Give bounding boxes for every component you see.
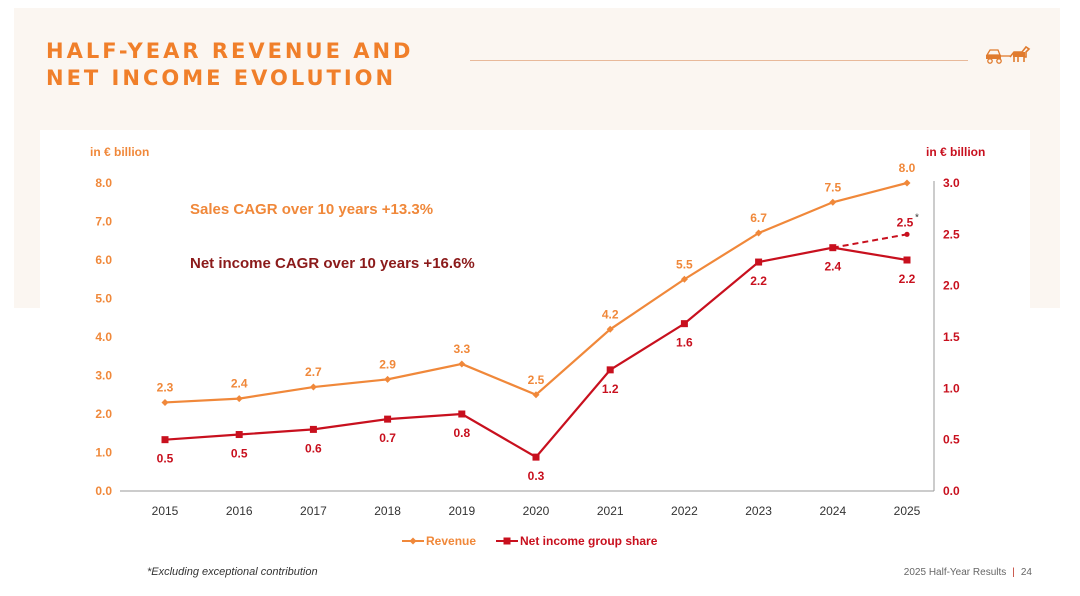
slide-title: HALF-YEAR REVENUE AND NET INCOME EVOLUTI… xyxy=(46,38,413,92)
right-axis-unit-label: in € billion xyxy=(926,145,985,159)
x-axis-tick-label: 2024 xyxy=(819,504,846,518)
revenue-data-label: 8.0 xyxy=(899,161,916,175)
net-income-data-label: 0.3 xyxy=(528,469,545,483)
revenue-data-label: 7.5 xyxy=(824,180,841,194)
x-axis-tick-label: 2017 xyxy=(300,504,327,518)
revenue-point xyxy=(532,391,540,399)
right-axis-tick-label: 1.0 xyxy=(943,381,960,395)
revenue-point xyxy=(606,325,614,333)
net-income-point xyxy=(829,244,837,252)
revenue-point xyxy=(903,179,911,187)
x-axis-tick-label: 2021 xyxy=(597,504,624,518)
x-axis-tick-label: 2015 xyxy=(152,504,179,518)
revenue-point xyxy=(829,198,837,206)
horse-carriage-logo-icon xyxy=(985,45,1031,64)
x-axis-tick-label: 2018 xyxy=(374,504,401,518)
x-axis-tick-label: 2016 xyxy=(226,504,253,518)
net-income-data-label: 1.6 xyxy=(676,336,693,350)
revenue-point xyxy=(235,395,243,403)
revenue-data-label: 5.5 xyxy=(676,257,693,271)
slide-footer: 2025 Half-Year Results | 24 xyxy=(904,567,1032,578)
net-income-data-label: 1.2 xyxy=(602,382,619,396)
net-income-data-label: 2.2 xyxy=(899,272,916,286)
right-axis-tick-label: 3.0 xyxy=(943,176,960,190)
revenue-data-label: 3.3 xyxy=(453,342,470,356)
left-axis-tick-label: 8.0 xyxy=(95,176,112,190)
revenue-point xyxy=(755,229,763,237)
revenue-data-label: 6.7 xyxy=(750,211,767,225)
net-income-data-label: 0.6 xyxy=(305,441,322,455)
slide-title-line-1: HALF-YEAR REVENUE AND xyxy=(46,39,414,63)
legend: Revenue Net income group share xyxy=(402,534,658,548)
footer-separator: | xyxy=(1012,567,1015,578)
revenue-data-label: 2.3 xyxy=(157,380,174,394)
revenue-point xyxy=(680,275,688,283)
footnote: *Excluding exceptional contribution xyxy=(147,566,318,578)
net-income-data-label: 0.7 xyxy=(379,431,396,445)
revenue-point xyxy=(384,375,392,383)
left-axis-tick-label: 6.0 xyxy=(95,253,112,267)
page-number: 24 xyxy=(1020,567,1032,578)
left-axis-tick-label: 1.0 xyxy=(95,446,112,460)
sales-cagr-annotation: Sales CAGR over 10 years +13.3% xyxy=(190,201,433,218)
net-income-excl-exceptional-asterisk: * xyxy=(915,212,919,223)
x-axis-tick-label: 2020 xyxy=(523,504,550,518)
net-income-point xyxy=(161,436,169,444)
revenue-data-label: 2.5 xyxy=(528,373,545,387)
net-income-point xyxy=(458,410,466,418)
legend-net-income-label: Net income group share xyxy=(520,534,658,548)
left-axis-tick-label: 4.0 xyxy=(95,330,112,344)
net-income-data-label: 0.5 xyxy=(231,447,248,461)
right-axis-tick-label: 0.0 xyxy=(943,484,960,498)
net-income-line xyxy=(164,246,908,459)
legend-net-income-marker xyxy=(503,537,511,545)
left-axis-tick-label: 0.0 xyxy=(95,484,112,498)
net-income-data-label: 0.8 xyxy=(453,426,470,440)
x-axis-tick-label: 2022 xyxy=(671,504,698,518)
net-income-point xyxy=(680,320,688,328)
right-axis-tick-label: 0.5 xyxy=(943,433,960,447)
net-income-point xyxy=(384,415,392,423)
revenue-point xyxy=(161,398,169,406)
x-axis-tick-label: 2025 xyxy=(894,504,921,518)
left-axis-tick-label: 3.0 xyxy=(95,369,112,383)
right-axis-tick-label: 2.0 xyxy=(943,279,960,293)
title-divider xyxy=(470,60,968,61)
net-income-point xyxy=(606,366,614,374)
left-axis-tick-label: 5.0 xyxy=(95,292,112,306)
revenue-data-label: 2.4 xyxy=(231,377,248,391)
revenue-point xyxy=(309,383,317,391)
net-income-point xyxy=(532,453,540,461)
net-income-data-label: 2.2 xyxy=(750,274,767,288)
net-income-point xyxy=(755,258,763,266)
revenue-data-label: 2.9 xyxy=(379,357,396,371)
net-income-point xyxy=(309,425,317,433)
slide-title-line-2: NET INCOME EVOLUTION xyxy=(46,66,397,90)
right-axis-tick-label: 2.5 xyxy=(943,227,960,241)
left-axis-tick-label: 7.0 xyxy=(95,215,112,229)
net-income-point xyxy=(235,431,243,439)
net-income-data-label: 0.5 xyxy=(157,452,174,466)
x-axis-tick-label: 2019 xyxy=(448,504,475,518)
revenue-data-label: 2.7 xyxy=(305,365,322,379)
footer-text: 2025 Half-Year Results xyxy=(903,567,1007,578)
left-axis-tick-label: 2.0 xyxy=(95,407,112,421)
net-income-data-label: 2.4 xyxy=(824,260,841,274)
revenue-data-label: 4.2 xyxy=(602,307,619,321)
net-income-cagr-annotation: Net income CAGR over 10 years +16.6% xyxy=(190,255,475,272)
x-axis-tick-label: 2023 xyxy=(745,504,772,518)
chart-panel: 0.0 1.0 2.0 3.0 4.0 5.0 6.0 7.0 8.0 0.0 0.5 1.0 1.5… xyxy=(40,130,1030,560)
net-income-excl-exceptional-point xyxy=(904,231,910,237)
legend-revenue-marker xyxy=(409,537,417,545)
legend-revenue-label: Revenue xyxy=(426,534,476,548)
revenue-point xyxy=(458,360,466,368)
left-axis-unit-label: in € billion xyxy=(90,145,149,159)
net-income-excl-exceptional-label: 2.5 xyxy=(897,215,914,229)
revenue-net-income-line-chart: 0.0 1.0 2.0 3.0 4.0 5.0 6.0 7.0 8.0 0.0 0.5 1.0 1.5… xyxy=(90,145,985,548)
net-income-excl-exceptional-dashed-line xyxy=(832,233,908,249)
right-axis-tick-label: 1.5 xyxy=(943,330,960,344)
net-income-point xyxy=(903,256,911,264)
